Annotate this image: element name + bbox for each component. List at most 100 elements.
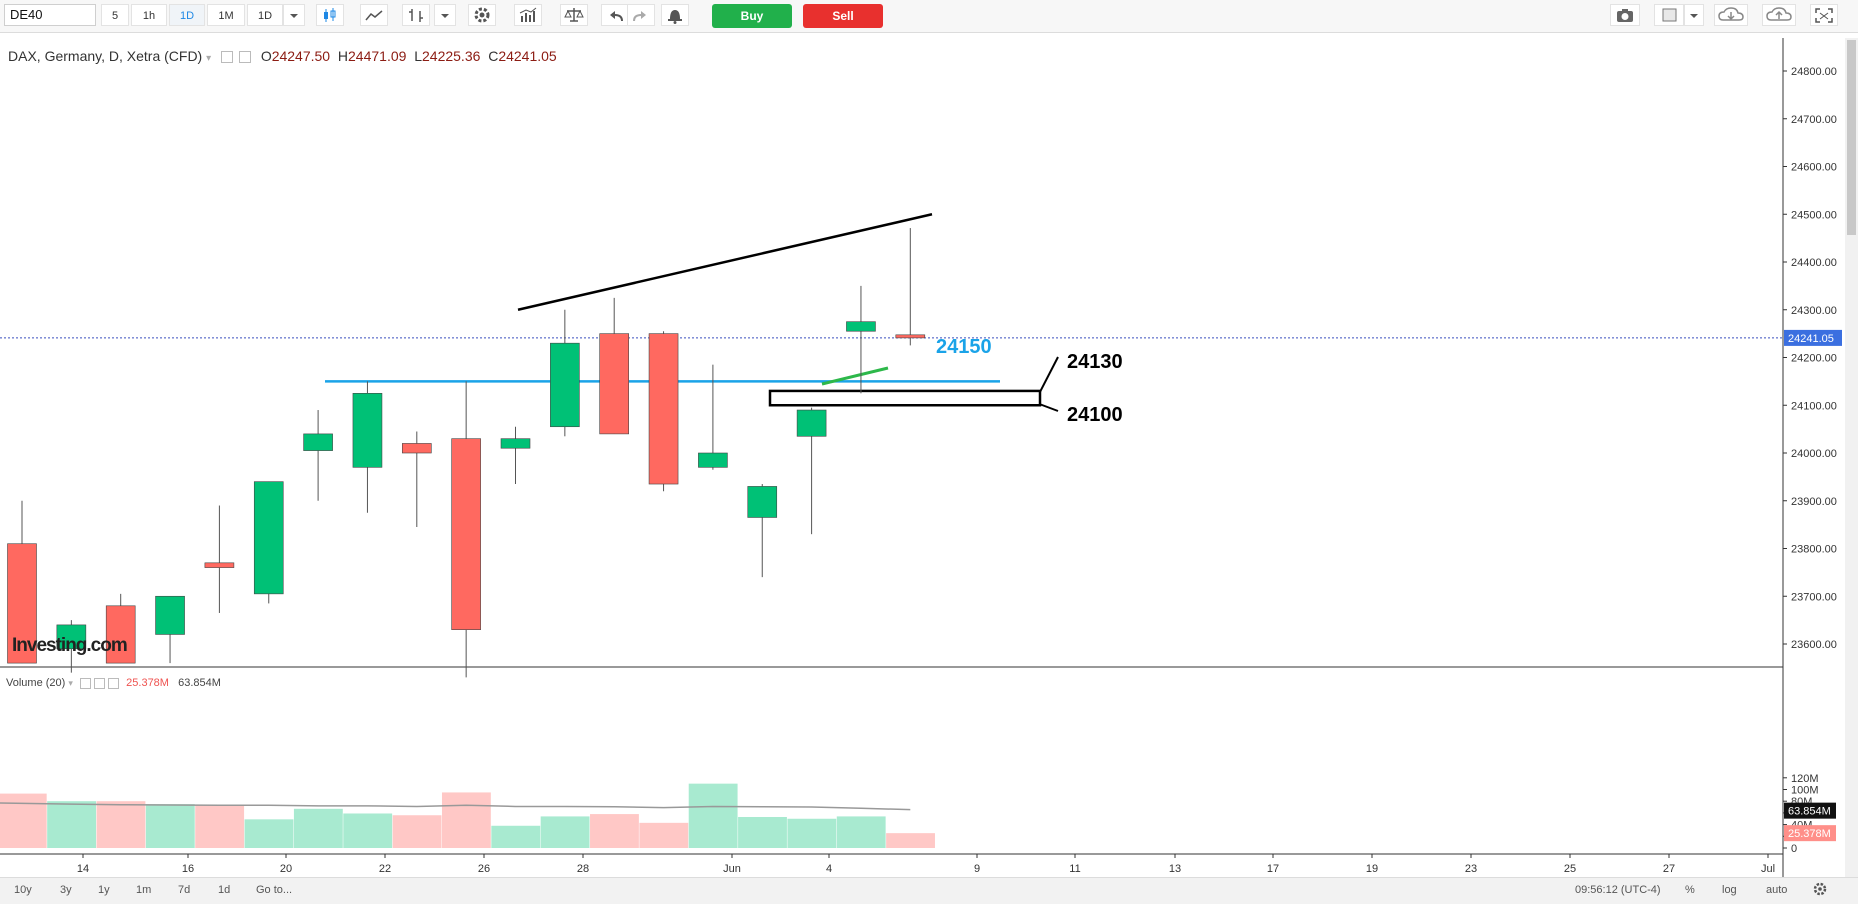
low-value: 24225.36: [422, 48, 481, 64]
volume-tick-label: 100M: [1791, 785, 1819, 797]
close-icon[interactable]: [108, 677, 120, 689]
candles-icon[interactable]: [316, 4, 344, 26]
settings-icon[interactable]: [1812, 881, 1828, 900]
volume-bar: [441, 792, 491, 848]
time-tick-label: 27: [1663, 863, 1675, 875]
chevron-down-icon[interactable]: ▾: [206, 53, 212, 64]
volume-bar: [540, 816, 590, 848]
bar-style-icon[interactable]: [402, 4, 430, 26]
candle-body: [698, 452, 728, 468]
eye-icon[interactable]: [221, 51, 234, 64]
interval-1d-custom[interactable]: 1D: [247, 4, 283, 26]
scrollbar[interactable]: [1845, 38, 1858, 877]
interval-1m[interactable]: 1M: [207, 4, 245, 26]
candle-body: [648, 333, 679, 485]
candle: [7, 500, 37, 664]
compare-icon[interactable]: [560, 4, 588, 26]
volume-bar: [738, 816, 787, 848]
price-tick-label: 24600.00: [1791, 162, 1837, 174]
time-tick-label: 28: [577, 863, 589, 875]
candle: [747, 484, 778, 578]
camera-icon[interactable]: [1610, 4, 1640, 26]
range-10y[interactable]: 10y: [14, 884, 32, 896]
candle-body: [204, 562, 235, 568]
volume-indicator-name[interactable]: Volume (20): [6, 677, 66, 689]
volume-bar: [392, 815, 442, 848]
alert-icon[interactable]: [661, 4, 689, 26]
fullscreen-icon[interactable]: [1810, 4, 1838, 26]
log-toggle[interactable]: log: [1722, 884, 1737, 896]
candle-body: [451, 438, 481, 630]
last-price-badge: [1784, 329, 1842, 346]
scrollbar-thumb[interactable]: [1847, 40, 1856, 235]
candle: [599, 297, 630, 435]
cloud-download-icon[interactable]: [1714, 4, 1748, 26]
range-1d[interactable]: 1d: [218, 884, 231, 896]
volume-bar: [293, 808, 343, 848]
line-chart-icon[interactable]: [360, 4, 388, 26]
zone-bottom-label: 24100: [1067, 404, 1123, 426]
instrument-name[interactable]: DAX, Germany, D, Xetra (CFD): [8, 48, 203, 64]
layout-icon[interactable]: [1654, 4, 1684, 26]
volume-value: 25.378M: [126, 677, 169, 689]
chevron-down-icon[interactable]: [283, 4, 305, 26]
interval-1h[interactable]: 1h: [131, 4, 167, 26]
volume-ma-value: 63.854M: [178, 677, 221, 689]
range-1y[interactable]: 1y: [98, 884, 110, 896]
goto-button[interactable]: Go to...: [256, 884, 293, 896]
candle-body: [796, 409, 827, 437]
candle-body: [846, 321, 876, 332]
volume-bar: [491, 825, 541, 848]
settings-icon[interactable]: [94, 677, 106, 689]
eye-icon[interactable]: [79, 677, 91, 689]
percent-toggle[interactable]: %: [1685, 884, 1695, 896]
symbol-input[interactable]: DE40: [4, 4, 96, 26]
close-value: 24241.05: [498, 48, 557, 64]
range-1m[interactable]: 1m: [136, 884, 152, 896]
redo-icon[interactable]: [627, 4, 655, 26]
candle-body: [500, 438, 531, 449]
candle-body: [7, 543, 37, 664]
chevron-down-icon[interactable]: ▾: [68, 678, 73, 688]
volume-ma-badge-label: 63.854M: [1788, 806, 1831, 818]
indicators-icon[interactable]: [514, 4, 542, 26]
chevron-down-icon[interactable]: [1684, 4, 1704, 26]
candle: [648, 331, 679, 492]
interval-1d[interactable]: 1D: [169, 4, 205, 26]
volume-bar: [886, 833, 935, 848]
sell-button[interactable]: Sell: [803, 4, 883, 28]
volume-tick-label: 120M: [1791, 773, 1819, 785]
cloud-upload-icon[interactable]: [1762, 4, 1796, 26]
volume-bar: [590, 814, 639, 848]
price-tick-label: 24700.00: [1791, 114, 1837, 126]
time-tick-label: 9: [974, 863, 980, 875]
high-value: 24471.09: [348, 48, 407, 64]
volume-bar: [96, 801, 146, 848]
candle-body: [550, 342, 580, 428]
buy-button[interactable]: Buy: [712, 4, 792, 28]
chevron-down-icon[interactable]: [434, 4, 456, 26]
level-24150-label: 24150: [936, 336, 992, 358]
undo-icon[interactable]: [601, 4, 629, 26]
candle: [846, 285, 876, 394]
settings-icon[interactable]: [468, 4, 496, 26]
top-toolbar: DE40 5 1h 1D 1M 1D Buy Sell: [0, 0, 1858, 33]
range-3y[interactable]: 3y: [60, 884, 72, 896]
price-tick-label: 24800.00: [1791, 66, 1837, 78]
time-tick-label: 4: [826, 863, 832, 875]
volume-tick-label: 60M: [1791, 808, 1812, 820]
settings-icon[interactable]: [238, 51, 251, 64]
open-value: 24247.50: [271, 48, 331, 64]
range-7d[interactable]: 7d: [178, 884, 191, 896]
volume-ma-badge: [1784, 802, 1836, 819]
volume-tick-label: 0: [1791, 843, 1797, 855]
candle: [105, 593, 136, 664]
low-label: L: [414, 48, 422, 64]
candle: [155, 595, 185, 664]
interval-5[interactable]: 5: [101, 4, 129, 26]
auto-toggle[interactable]: auto: [1766, 884, 1788, 896]
candle-body: [253, 481, 284, 595]
time-tick-label: 25: [1564, 863, 1576, 875]
time-tick-label: 20: [280, 863, 292, 875]
